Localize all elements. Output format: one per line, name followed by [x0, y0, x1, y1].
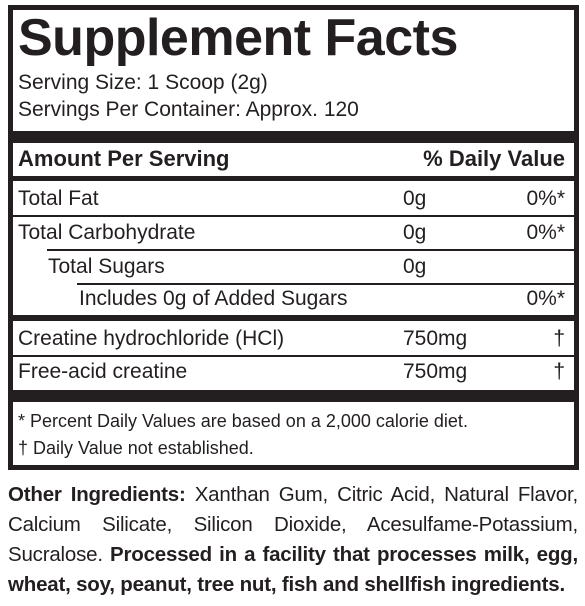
supplement-facts-panel: Supplement Facts Serving Size: 1 Scoop (… — [8, 5, 579, 470]
servings-per-container: Servings Per Container: Approx. 120 — [18, 98, 359, 121]
row-creatine-hcl-dv: † — [553, 327, 565, 350]
panel-title: Supplement Facts — [18, 9, 458, 67]
row-added-sugars-name: Includes 0g of Added Sugars — [79, 287, 348, 310]
row-total-sugars-name: Total Sugars — [48, 255, 165, 278]
thick-divider-top — [13, 131, 574, 143]
row-total-fat-name: Total Fat — [18, 187, 99, 210]
row-total-carbohydrate-dv: 0%* — [526, 221, 565, 244]
row-divider — [13, 215, 574, 217]
header-divider — [13, 176, 574, 181]
footnote-percent-dv: * Percent Daily Values are based on a 2,… — [18, 411, 468, 431]
row-added-sugars-dv: 0%* — [526, 287, 565, 310]
row-divider — [47, 249, 574, 251]
row-creatine-hcl-amount: 750mg — [403, 327, 468, 350]
row-total-sugars-amount: 0g — [403, 255, 427, 278]
footnote-dv-not-established: † Daily Value not established. — [18, 438, 254, 458]
other-ingredients: Other Ingredients: Xanthan Gum, Citric A… — [8, 480, 578, 600]
row-total-fat-amount: 0g — [403, 187, 427, 210]
row-creatine-hcl-name: Creatine hydrochloride (HCl) — [18, 327, 285, 350]
row-total-fat-dv: 0%* — [526, 187, 565, 210]
row-free-acid-creatine-dv: † — [553, 360, 565, 383]
row-divider — [13, 355, 574, 357]
serving-size: Serving Size: 1 Scoop (2g) — [18, 71, 268, 94]
daily-value-header: % Daily Value — [423, 146, 565, 171]
row-free-acid-creatine-name: Free-acid creatine — [18, 360, 188, 383]
row-divider — [77, 283, 574, 285]
allergen-statement: Processed in a facility that processes m… — [8, 543, 578, 596]
amount-per-serving-header: Amount Per Serving — [18, 146, 230, 171]
row-total-carbohydrate-amount: 0g — [403, 221, 427, 244]
other-ingredients-text: Xanthan Gum, Citric Acid, Natural Flavor… — [8, 483, 578, 566]
mid-divider — [13, 315, 574, 321]
thick-divider-bottom — [13, 390, 574, 402]
row-total-carbohydrate-name: Total Carbohydrate — [18, 221, 196, 244]
row-free-acid-creatine-amount: 750mg — [403, 360, 468, 383]
other-ingredients-label: Other Ingredients: — [8, 483, 186, 506]
